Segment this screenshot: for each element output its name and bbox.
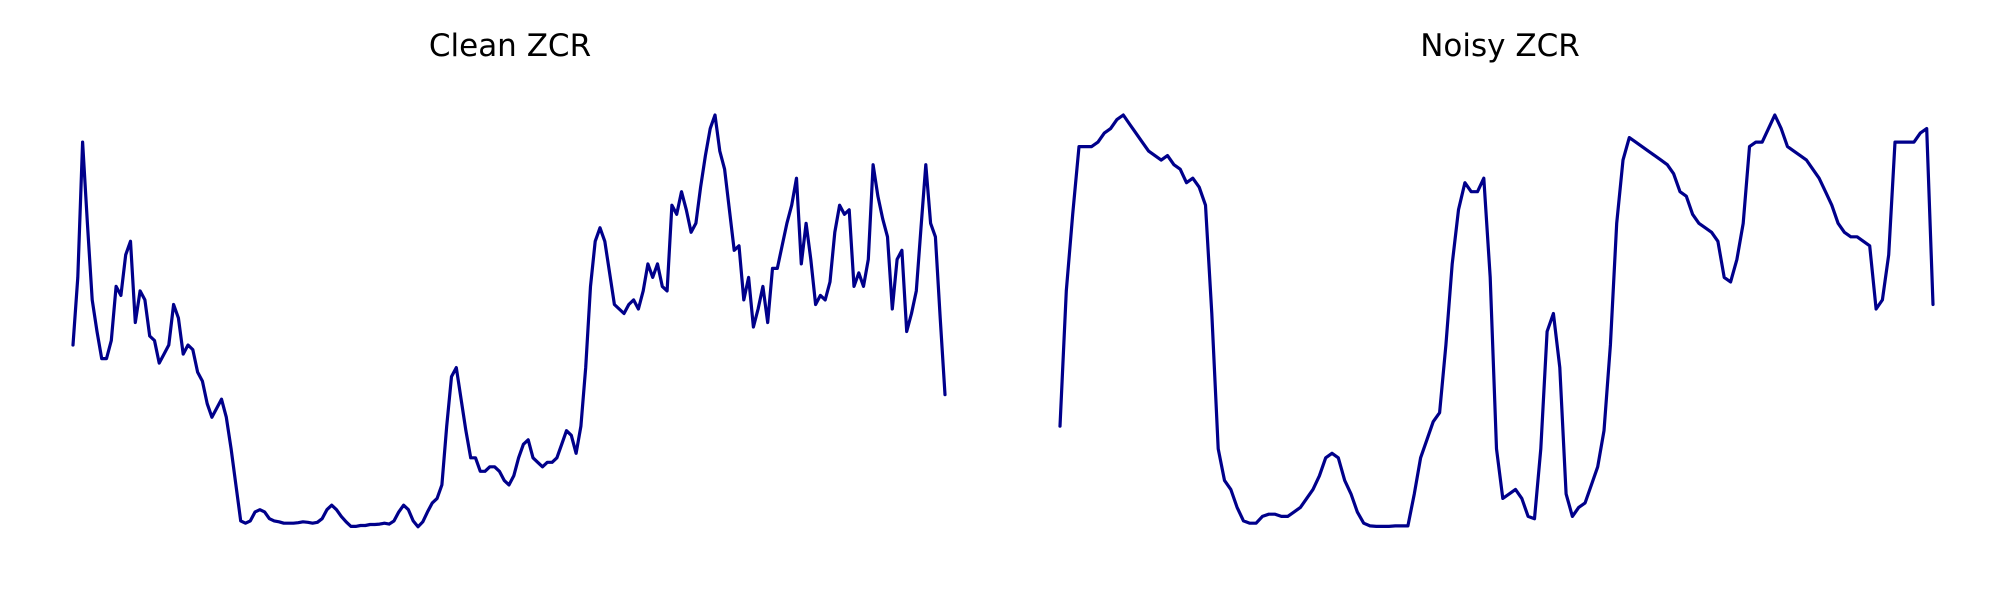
noisy-zcr-series-line bbox=[1058, 113, 1935, 529]
clean-zcr-title: Clean ZCR bbox=[429, 28, 591, 64]
noisy-zcr-panel: Noisy ZCR bbox=[1058, 28, 1935, 529]
noisy-zcr-title: Noisy ZCR bbox=[1420, 28, 1580, 64]
clean-zcr-panel: Clean ZCR bbox=[71, 28, 947, 529]
clean-zcr-series-line bbox=[71, 113, 947, 529]
